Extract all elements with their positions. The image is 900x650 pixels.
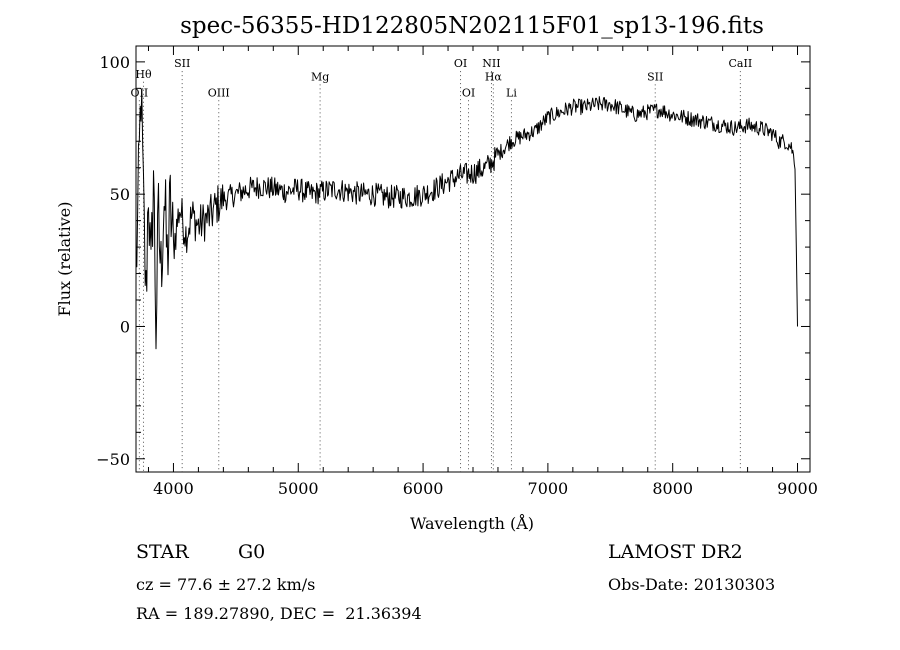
line-marker-label: Hα: [485, 70, 503, 83]
y-tick-label: −50: [96, 450, 130, 469]
object-class: STAR: [136, 541, 189, 563]
x-tick-label: 7000: [528, 479, 569, 498]
line-marker-label: OI: [454, 57, 467, 70]
y-tick-label: 50: [110, 185, 130, 204]
y-tick-label: 100: [99, 53, 130, 72]
line-marker-label: OII: [131, 86, 149, 99]
sky-coordinates: RA = 189.27890, DEC = 21.36394: [136, 604, 422, 623]
axis-ticks: 4000 5000 6000 7000 8000 9000 −50 0 50 100: [96, 46, 818, 498]
chart-title: spec-56355-HD122805N202115F01_sp13-196.f…: [180, 13, 764, 39]
y-axis-title: Flux (relative): [55, 202, 74, 317]
plot-frame: [135, 45, 811, 473]
line-marker-label: OIII: [208, 86, 230, 99]
spectral-subclass: G0: [238, 541, 266, 563]
line-marker-label: OI: [462, 86, 475, 99]
survey-release: LAMOST DR2: [608, 541, 743, 563]
x-tick-label: 5000: [278, 479, 319, 498]
observation-date: Obs-Date: 20130303: [608, 575, 776, 594]
x-tick-label: 6000: [403, 479, 444, 498]
y-tick-label: 0: [120, 317, 130, 336]
line-marker-label: Hθ: [135, 68, 152, 81]
spectrum-series: [135, 89, 798, 350]
x-tick-label: 4000: [153, 479, 194, 498]
line-marker-label: SII: [174, 57, 190, 70]
line-marker-label: NII: [482, 57, 500, 70]
line-marker-label: CaII: [729, 57, 753, 70]
spectrum-line: [135, 89, 798, 350]
line-marker-label: SII: [647, 70, 663, 83]
line-marker-label: Mg: [311, 70, 329, 83]
x-tick-label: 8000: [652, 479, 693, 498]
line-marker-label: Li: [506, 86, 517, 99]
redshift-velocity: cz = 77.6 ± 27.2 km/s: [136, 575, 316, 594]
x-axis-title: Wavelength (Å): [410, 513, 534, 533]
x-tick-label: 9000: [777, 479, 818, 498]
